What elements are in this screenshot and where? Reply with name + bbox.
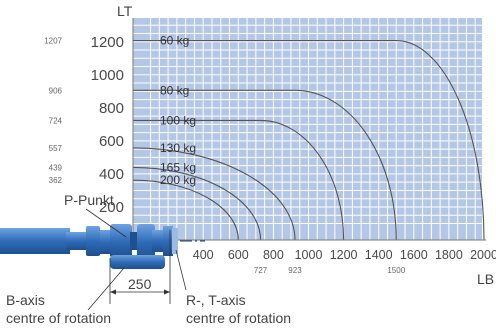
x-special-tick-label: 923 <box>288 266 302 275</box>
b-axis-caption: centre of rotation <box>6 310 111 326</box>
weight-label: 100 kg <box>160 113 196 127</box>
plot-area <box>133 18 482 240</box>
rt-axis-label: R-, T-axis <box>186 292 246 308</box>
load-curve <box>132 179 239 241</box>
rt-axis-leader <box>175 249 187 291</box>
y-tick-label: 1200 <box>91 34 124 51</box>
y-tick-label: 400 <box>99 166 124 183</box>
y-tick-label: 600 <box>99 133 124 150</box>
weight-label: 60 kg <box>160 34 189 48</box>
y-special-tick-label: 439 <box>49 163 63 172</box>
x-tick-label: 800 <box>263 248 284 262</box>
weight-label: 130 kg <box>160 141 196 155</box>
x-tick-label: 1200 <box>330 248 358 262</box>
y-tick-labels: 200 400 600 800 1000 1200 1207 906 724 557 439 362 <box>44 34 124 216</box>
x-tick-label: 400 <box>193 248 214 262</box>
y-tick-label: 1000 <box>91 67 124 84</box>
y-special-tick-label: 724 <box>49 116 63 125</box>
y-special-tick-label: 557 <box>49 144 63 153</box>
y-axis-label: LT <box>117 3 133 19</box>
load-curve <box>133 89 397 241</box>
x-tick-label: 600 <box>228 248 249 262</box>
load-curve <box>133 40 485 241</box>
offset-value: 250 <box>128 276 152 292</box>
weight-label: 200 kg <box>160 173 196 187</box>
p-punkt-label: P-Punkt <box>64 192 114 208</box>
x-axis-label: LB <box>477 271 494 287</box>
x-tick-label: 1000 <box>295 248 323 262</box>
x-tick-label: 1600 <box>400 248 428 262</box>
y-special-tick-label: 1207 <box>44 37 62 46</box>
load-curve <box>133 119 345 241</box>
load-curve <box>132 166 262 241</box>
y-special-tick-label: 362 <box>49 176 63 185</box>
y-tick-label: 200 <box>99 199 124 216</box>
x-tick-label: 1400 <box>365 248 393 262</box>
rt-axis-caption: centre of rotation <box>186 310 291 326</box>
robot-wrist-illustration <box>0 224 205 304</box>
load-curves <box>132 40 485 241</box>
offset-arrow-left <box>110 289 116 295</box>
weight-label: 80 kg <box>160 83 189 97</box>
x-special-tick-label: 727 <box>254 266 268 275</box>
offset-arrow-right <box>164 289 170 295</box>
b-axis-label: B-axis <box>6 292 45 308</box>
y-tick-label: 800 <box>99 100 124 117</box>
p-punkt-leader <box>85 208 127 238</box>
x-tick-labels: 400 600 800 1000 1200 1400 1600 1800 2000 727 923 1… <box>193 248 496 275</box>
b-axis-leader <box>87 267 125 311</box>
grid <box>133 18 482 240</box>
load-curve <box>132 147 296 241</box>
x-tick-label: 2000 <box>470 248 496 262</box>
x-tick-label: 1800 <box>435 248 463 262</box>
x-special-tick-label: 1500 <box>387 266 405 275</box>
y-special-tick-label: 906 <box>49 86 63 95</box>
weight-label: 165 kg <box>160 160 196 174</box>
